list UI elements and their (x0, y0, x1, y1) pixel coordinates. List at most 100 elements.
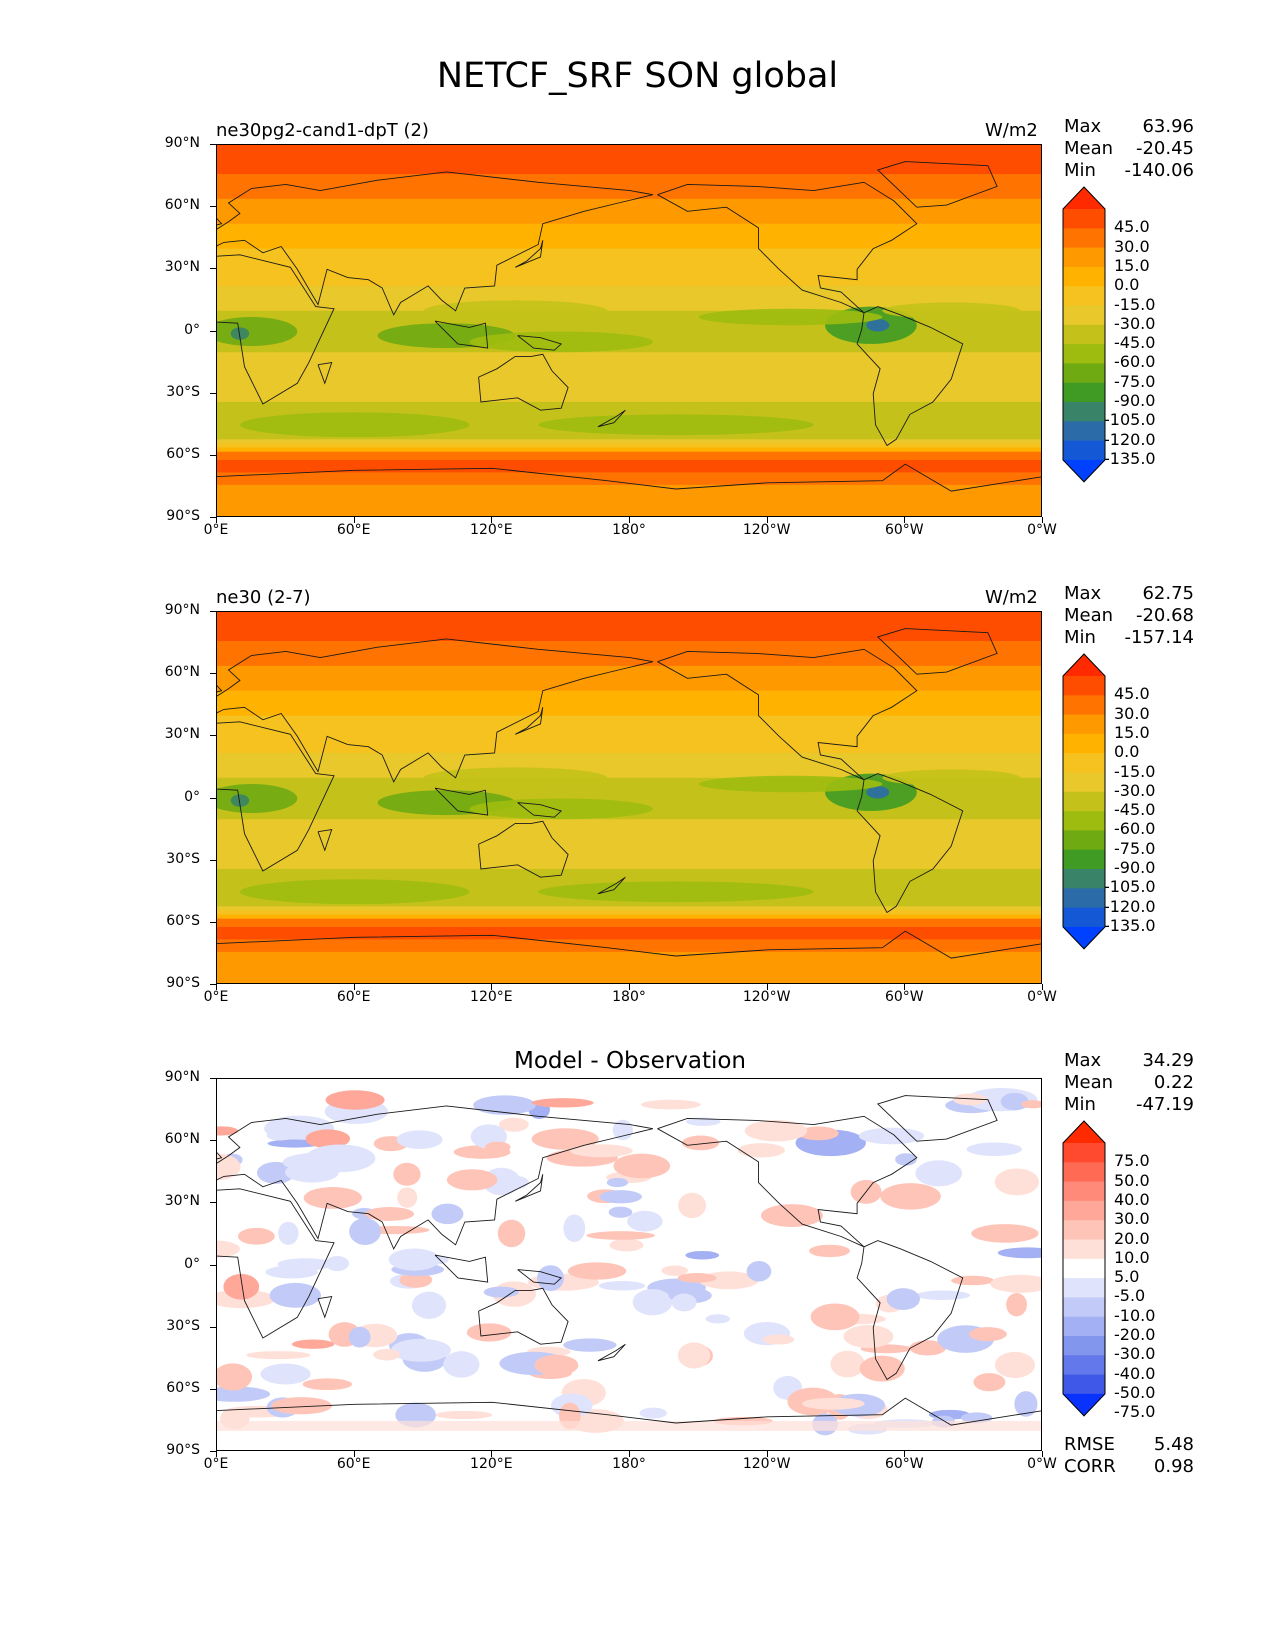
colorbar-tick-label: -135.0 (1104, 915, 1156, 935)
coastline (515, 1174, 544, 1202)
positive-anomaly (990, 1274, 1041, 1293)
negative-anomaly (671, 1293, 697, 1312)
colorbar-bin (1063, 1316, 1105, 1337)
y-tick-label: 30°N (164, 726, 200, 743)
coastline (478, 353, 569, 411)
positive-anomaly (677, 1273, 717, 1283)
negative-anomaly (325, 1255, 349, 1272)
lat-band (217, 227, 1041, 233)
lat-band (217, 645, 1041, 650)
positive-anomaly (271, 1397, 332, 1415)
lat-band (217, 281, 1041, 287)
lat-band (217, 955, 1041, 961)
lat-band (217, 447, 1041, 453)
y-tick (210, 1202, 216, 1204)
stat-label: Min (1064, 1094, 1096, 1115)
negative-anomaly (563, 1338, 617, 1352)
lat-band (217, 331, 1041, 337)
lat-band (217, 935, 1041, 941)
colorbar-tick-label: 30.0 (1114, 236, 1150, 256)
lat-band (217, 248, 1041, 254)
colorbar-bar (1062, 1120, 1106, 1421)
lat-band (217, 968, 1041, 974)
positive-anomaly (661, 1265, 688, 1276)
panel-stats: Max 62.75 Mean -20.68 Min -157.14 (1064, 583, 1194, 649)
lat-band (217, 748, 1041, 754)
positive-anomaly (531, 1128, 599, 1150)
positive-anomaly (534, 1354, 579, 1376)
colorbar-bin (1063, 208, 1105, 229)
stat-value: -157.14 (1124, 627, 1194, 648)
colorbar-over-arrow (1063, 653, 1105, 676)
x-tick-label: 60°E (336, 522, 371, 538)
x-tick (904, 1451, 906, 1457)
y-tick-label: 0° (184, 788, 200, 805)
negative-anomaly (349, 1218, 381, 1245)
lat-band (217, 620, 1041, 626)
positive-anomaly (531, 1098, 594, 1108)
coastline (597, 1343, 626, 1362)
colorbar-tick-label: -30.0 (1114, 780, 1156, 800)
field-patch (866, 319, 890, 332)
negative-anomaly (443, 1351, 480, 1378)
lat-band (217, 951, 1041, 957)
colorbar-bin (1063, 286, 1105, 306)
colorbar-bin (1063, 305, 1105, 326)
colorbar-bin (1063, 695, 1105, 716)
colorbar-tick-label: 10.0 (1114, 1247, 1150, 1267)
stat-value: 34.29 (1142, 1050, 1194, 1071)
lat-band (217, 769, 1041, 775)
lat-band (217, 149, 1041, 154)
map-field (217, 1079, 1041, 1450)
y-tick (210, 984, 216, 985)
lat-band (217, 740, 1041, 746)
positive-anomaly (570, 1144, 633, 1158)
lat-band (217, 744, 1041, 750)
x-tick (904, 517, 906, 523)
lat-band (217, 794, 1041, 800)
coastline (217, 1397, 1041, 1426)
lat-band (217, 298, 1041, 304)
positive-anomaly (302, 1378, 353, 1391)
lat-band (217, 240, 1041, 246)
colorbar-tick-label: 5.0 (1114, 1267, 1140, 1287)
negative-anomaly (997, 1247, 1041, 1259)
lat-band (217, 455, 1041, 461)
x-tick (1042, 1451, 1043, 1457)
lat-band (217, 761, 1041, 766)
x-tick (353, 984, 355, 990)
positive-anomaly (613, 1153, 671, 1179)
coastline (657, 648, 918, 781)
lat-band (217, 632, 1041, 638)
positive-anomaly (678, 1192, 707, 1219)
x-tick-label: 180° (612, 522, 646, 538)
lat-band (217, 665, 1041, 671)
map-field (217, 612, 1041, 983)
lat-band (217, 472, 1041, 478)
panel-left-title: ne30pg2-cand1-dpT (2) (216, 120, 429, 141)
lat-band (217, 509, 1041, 515)
colorbar-tick-label: 0.0 (1114, 275, 1140, 295)
positive-anomaly (446, 1169, 498, 1191)
negative-anomaly (598, 1280, 646, 1291)
lat-band (217, 790, 1041, 795)
lat-band (217, 269, 1041, 275)
positive-anomaly (485, 1141, 511, 1153)
x-tick-label: 120°W (742, 989, 791, 1005)
colorbar-bin (1063, 228, 1105, 249)
lat-band (217, 223, 1041, 229)
field-patch (538, 414, 814, 436)
colorbar-tick-label: -15.0 (1114, 294, 1156, 314)
negative-anomaly (305, 1144, 376, 1173)
positive-anomaly (217, 1126, 239, 1136)
coastline (515, 240, 544, 268)
colorbar-bin (1063, 1239, 1105, 1260)
positive-anomaly (737, 1143, 785, 1158)
colorbar-tick-label: -105.0 (1104, 410, 1156, 430)
lat-band (217, 493, 1041, 498)
colorbar-bin (1063, 440, 1105, 461)
stat-value: -20.68 (1135, 605, 1194, 626)
negative-anomaly (960, 1412, 993, 1424)
lat-band (217, 670, 1041, 675)
colorbar-tick-label: -10.0 (1114, 1305, 1156, 1325)
